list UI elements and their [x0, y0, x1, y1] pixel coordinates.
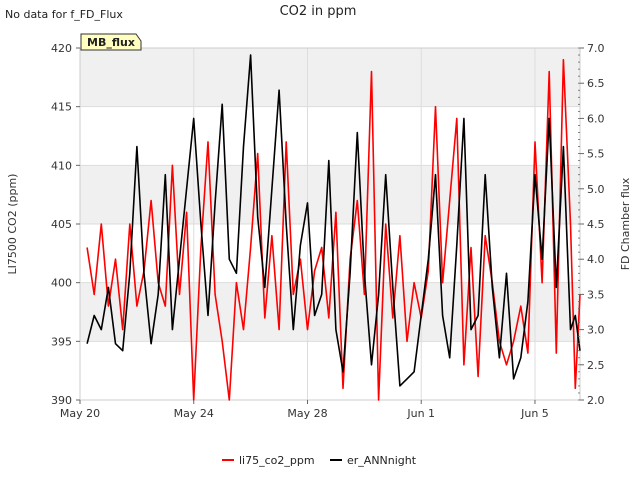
y2-tick-label: 5.5: [587, 148, 605, 161]
band: [80, 106, 580, 166]
y2-tick-label: 3.5: [587, 288, 605, 301]
x-tick-label: Jun 5: [520, 407, 549, 420]
y2-tick-label: 4.0: [587, 253, 605, 266]
no-data-notice: No data for f_FD_Flux: [5, 8, 123, 21]
band: [80, 48, 580, 107]
y-tick-label: 410: [51, 159, 72, 172]
y-tick-label: 405: [51, 218, 72, 231]
y2-tick-label: 6.0: [587, 112, 605, 125]
series-line-li75_co2_ppm: [86, 58, 581, 401]
legend: li75_co2_ppm er_ANNnight: [222, 454, 417, 467]
legend-label: li75_co2_ppm: [239, 454, 315, 467]
y2-tick-label: 6.5: [587, 77, 605, 90]
x-tick-label: May 20: [60, 407, 100, 420]
y2-axis-label: FD Chamber flux: [619, 177, 632, 270]
mb-flux-badge: MB_flux: [80, 33, 142, 51]
y2-tick-label: 3.0: [587, 324, 605, 337]
y2-tick-label: 7.0: [587, 42, 605, 55]
band: [80, 224, 580, 283]
y2-tick-label: 2.5: [587, 359, 605, 372]
series-layer: [86, 54, 581, 401]
y-tick-label: 420: [51, 42, 72, 55]
band: [80, 341, 580, 400]
x-tick-label: Jun 1: [406, 407, 435, 420]
y-tick-label: 395: [51, 335, 72, 348]
chart-title: CO2 in ppm: [280, 4, 357, 19]
x-tick-label: May 28: [287, 407, 327, 420]
y-axis-label: LI7500 CO2 (ppm): [6, 174, 19, 275]
x-tick-label: May 24: [174, 407, 214, 420]
y-tick-label: 415: [51, 101, 72, 114]
axes: 390 395 400 405 410 415 420 2.0 2.5 3.0 3.5 4.0 4.5 5…: [51, 42, 605, 420]
y-tick-label: 390: [51, 394, 72, 407]
legend-label: er_ANNnight: [347, 454, 417, 467]
y-tick-label: 400: [51, 277, 72, 290]
series-line-er_ANNnight: [86, 54, 581, 387]
y2-tick-label: 2.0: [587, 394, 605, 407]
badge-shape: [80, 33, 142, 51]
badge-label: MB_flux: [87, 36, 135, 49]
y2-tick-label: 5.0: [587, 183, 605, 196]
y2-tick-label: 4.5: [587, 218, 605, 231]
